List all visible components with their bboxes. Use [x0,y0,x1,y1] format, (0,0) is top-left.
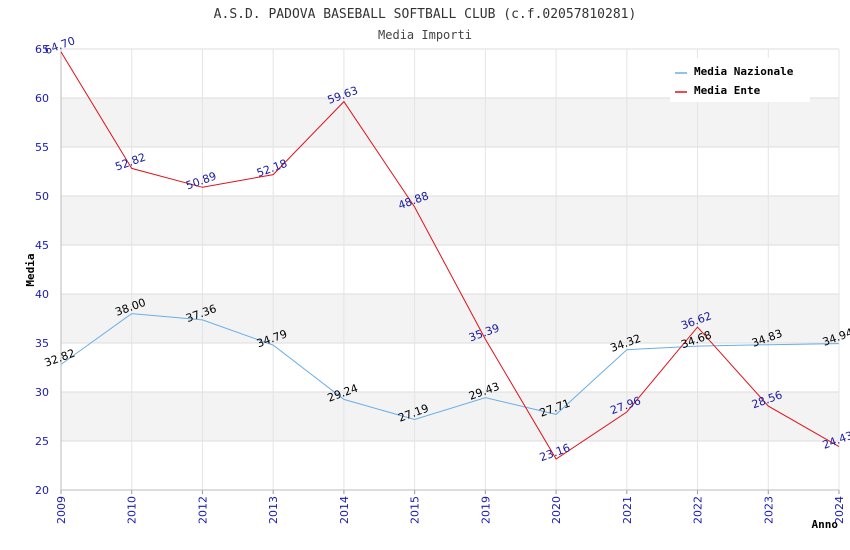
x-tick-label: 2023 [762,496,775,524]
series-lines [60,51,840,460]
y-tick-label: 55 [35,141,49,154]
x-axis-label: Anno [812,518,839,531]
x-tick-label: 2024 [833,496,846,524]
data-label-media-ente: 64.70 [43,34,77,57]
y-tick-label: 65 [35,43,49,56]
grid-bands [61,98,839,441]
legend-label-media-ente: Media Ente [694,84,761,97]
x-tick-label: 2009 [55,496,68,524]
y-tick-label: 35 [35,337,49,350]
legend-label-media-nazionale: Media Nazionale [694,65,794,78]
y-tick-label: 25 [35,435,49,448]
legend: Media Nazionale Media Ente [670,58,810,102]
grid-band [61,294,839,343]
chart-subtitle: Media Importi [378,28,472,42]
x-tick-label: 2019 [479,496,492,524]
legend-box [670,58,810,102]
axes [60,49,840,494]
y-tick-label: 40 [35,288,49,301]
data-label-media-ente: 23.16 [538,441,572,464]
x-tick-label: 2010 [126,496,139,524]
x-tick-label: 2015 [409,496,422,524]
x-tick-label: 2012 [196,496,209,524]
y-tick-label: 45 [35,239,49,252]
y-tick-labels: 20 25 30 35 40 45 50 55 60 65 [35,43,49,497]
x-tick-label: 2022 [692,496,705,524]
y-axis-label: Media [24,253,37,286]
grid-band [61,98,839,147]
y-tick-label: 20 [35,484,49,497]
x-tick-label: 2013 [267,496,280,524]
data-label-media-ente: 50.89 [184,170,218,193]
data-label-media-ente: 52.18 [255,157,289,180]
series-line-media-nazionale [60,313,840,421]
x-tick-labels: 2009 2010 2012 2013 2014 2015 2019 2020 2021 2022… [55,496,846,524]
y-tick-label: 50 [35,190,49,203]
data-label-media-ente: 52.82 [113,151,147,174]
chart-title: A.S.D. PADOVA BASEBALL SOFTBALL CLUB (c.… [214,7,637,22]
x-tick-label: 2020 [550,496,563,524]
grid-band [61,196,839,245]
y-tick-label: 30 [35,386,49,399]
x-tick-label: 2014 [338,496,351,524]
y-tick-label: 60 [35,92,49,105]
grid-band [61,392,839,441]
data-label-media-nazionale: 32.82 [43,347,77,370]
series-line-media-ente [60,51,840,460]
x-tick-label: 2021 [621,496,634,524]
